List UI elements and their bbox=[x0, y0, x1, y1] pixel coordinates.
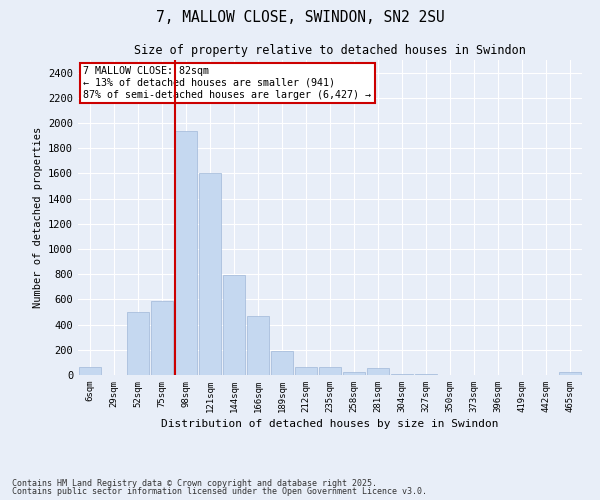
Bar bbox=[367, 368, 389, 375]
Bar bbox=[247, 316, 269, 375]
Bar bbox=[223, 276, 245, 375]
Bar bbox=[175, 130, 197, 375]
Bar bbox=[271, 351, 293, 375]
Text: 7, MALLOW CLOSE, SWINDON, SN2 2SU: 7, MALLOW CLOSE, SWINDON, SN2 2SU bbox=[155, 10, 445, 25]
Y-axis label: Number of detached properties: Number of detached properties bbox=[32, 127, 43, 308]
Bar bbox=[559, 372, 581, 375]
Text: 7 MALLOW CLOSE: 82sqm
← 13% of detached houses are smaller (941)
87% of semi-det: 7 MALLOW CLOSE: 82sqm ← 13% of detached … bbox=[83, 66, 371, 100]
Text: Contains HM Land Registry data © Crown copyright and database right 2025.: Contains HM Land Registry data © Crown c… bbox=[12, 478, 377, 488]
Bar bbox=[415, 374, 437, 375]
X-axis label: Distribution of detached houses by size in Swindon: Distribution of detached houses by size … bbox=[161, 419, 499, 429]
Text: Contains public sector information licensed under the Open Government Licence v3: Contains public sector information licen… bbox=[12, 487, 427, 496]
Bar bbox=[151, 300, 173, 375]
Bar bbox=[295, 367, 317, 375]
Bar bbox=[199, 174, 221, 375]
Bar bbox=[319, 367, 341, 375]
Bar bbox=[343, 372, 365, 375]
Title: Size of property relative to detached houses in Swindon: Size of property relative to detached ho… bbox=[134, 44, 526, 58]
Bar bbox=[391, 374, 413, 375]
Bar bbox=[127, 312, 149, 375]
Bar bbox=[79, 368, 101, 375]
